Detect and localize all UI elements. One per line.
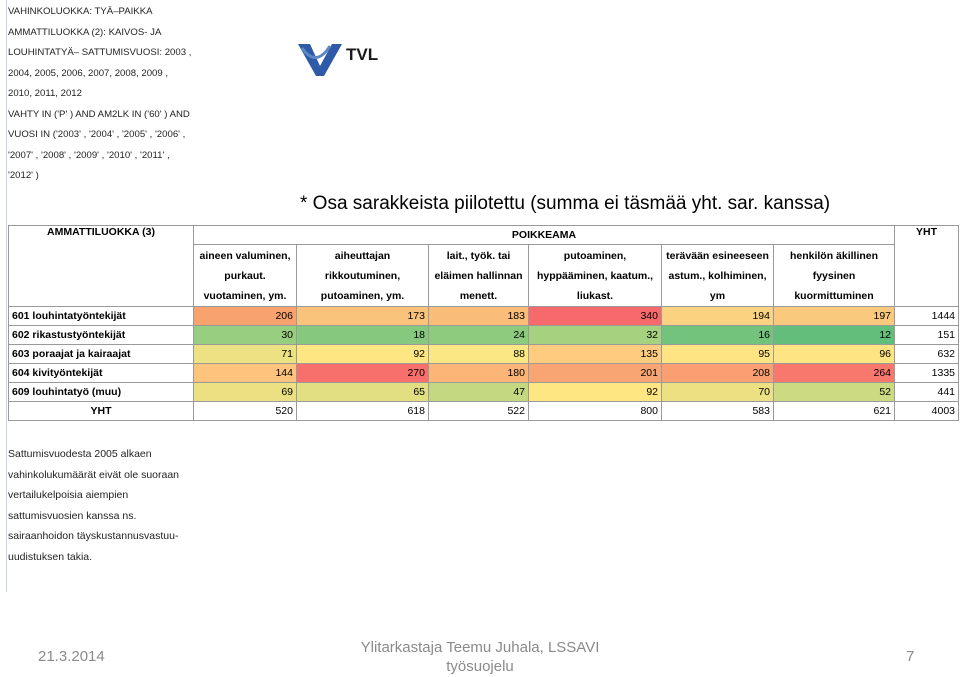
tvl-logo-swoosh	[300, 45, 332, 59]
caption-line: vertailukelpoisia aiempien	[8, 489, 129, 501]
row-label: YHT	[8, 401, 194, 421]
comparability-caption: Sattumisvuodesta 2005 alkaen vahinkoluku…	[8, 444, 198, 567]
table-cell: 180	[428, 363, 529, 383]
table-cell: 264	[772, 363, 896, 383]
column-header: putoaminen, hyppääminen, kaatum., liukas…	[528, 244, 662, 307]
row-label: 601 louhintatyöntekijät	[8, 306, 194, 326]
table-cell: 70	[661, 382, 774, 402]
table-cell: 583	[661, 401, 774, 421]
caption-line: Sattumisvuodesta 2005 alkaen	[8, 448, 152, 460]
footer-author-line: työsuojelu	[446, 658, 514, 675]
caption-line: vahinkolukumäärät eivät ole suoraan	[8, 468, 180, 481]
sheet-edge-rule	[6, 0, 7, 592]
table-cell: 522	[428, 401, 529, 421]
row-label: 603 poraajat ja kairaajat	[8, 344, 194, 364]
caption-line: uudistuksen takia.	[8, 550, 93, 563]
table-cell: 69	[193, 382, 297, 402]
column-header: henkilön äkillinen fyysinen kuormittumin…	[772, 244, 896, 307]
table-row: 604 kivityöntekijät 144 270 180 201 208 264 133…	[8, 363, 960, 383]
filter-line: '2012' )	[8, 170, 39, 181]
table-cell: 32	[528, 325, 662, 345]
row-total-cell: 151	[894, 325, 960, 345]
footer-page-number: 7	[906, 648, 915, 665]
table-cell: 92	[296, 344, 429, 364]
table-body: 601 louhintatyöntekijät 206 173 183 340 194 19…	[8, 306, 960, 421]
table-cell: 18	[296, 325, 429, 345]
table-cell: 96	[772, 344, 896, 364]
table-cell: 520	[193, 401, 297, 421]
table-cell: 135	[528, 344, 662, 364]
row-label: 602 rikastustyöntekijät	[8, 325, 194, 345]
table-total-row: YHT 520 618 522 800 583 621 4003	[8, 401, 960, 421]
filter-line: AMMATTILUOKKA (2): KAIVOS- JA	[8, 26, 162, 38]
hidden-columns-note: * Osa sarakkeista piilote­ttu (summa ei …	[300, 193, 831, 214]
table-cell: 52	[772, 382, 896, 402]
table-cell: 173	[296, 306, 429, 326]
table-cell: 16	[661, 325, 774, 345]
row-total-cell: 4003	[894, 401, 960, 421]
filter-line: '2007' , '2008' , '2009' , '2010' , '201…	[8, 149, 170, 161]
row-total-cell: 441	[894, 382, 960, 402]
table-cell: 201	[528, 363, 662, 383]
table-row: 601 louhintatyöntekijät 206 173 183 340 194 19…	[8, 306, 960, 326]
table-cell: 208	[661, 363, 774, 383]
table-row: 609 louhintatyö (muu) 69 65 47 92 70 52 441	[8, 382, 960, 402]
footer-date: 21.3.2014	[38, 648, 105, 665]
filter-line: VAHINKOLUOKKA: TYÄ–PAIKKA	[8, 6, 153, 17]
total-header: YHT	[894, 225, 960, 307]
column-header: lait., työk. tai eläimen hallinnan menet…	[428, 244, 529, 307]
row-label: 609 louhintatyö (muu)	[8, 382, 194, 402]
row-label: 604 kivityöntekijät	[8, 363, 194, 383]
filter-line: VAHTY IN ('P' ) AND AM2LK IN ('60' ) AND	[8, 108, 190, 120]
table-row: 603 poraajat ja kairaajat 71 92 88 135 95 96 63…	[8, 344, 960, 364]
row-total-cell: 1444	[894, 306, 960, 326]
caption-line: sairaanhoidon täyskustannusvastuu-	[8, 530, 179, 542]
filter-line: VUOSI IN ('2003' , '2004' , '2005' , '20…	[8, 129, 186, 140]
table-cell: 340	[528, 306, 662, 326]
table-cell: 24	[428, 325, 529, 345]
table-cell: 621	[772, 401, 896, 421]
tvl-logo-text: TVL	[346, 45, 378, 64]
filter-line: 2010, 2011, 2012	[8, 88, 82, 99]
table-cell: 95	[661, 344, 774, 364]
column-header: aiheuttajan rikkoutuminen, putoaminen, y…	[296, 244, 429, 307]
table-cell: 194	[661, 306, 774, 326]
table-cell: 88	[428, 344, 529, 364]
caption-line: sattumisvuosien kanssa ns.	[8, 509, 137, 522]
table-cell: 618	[296, 401, 429, 421]
tvl-logo-mark	[298, 44, 342, 76]
table-cell: 12	[772, 325, 896, 345]
tvl-logo: TVL	[298, 44, 378, 76]
row-header: AMMATTILUOKKA (3)	[8, 225, 194, 307]
table-cell: 144	[193, 363, 297, 383]
column-header: aineen valuminen, purkaut. vuotaminen, y…	[193, 244, 297, 307]
table-cell: 197	[772, 306, 896, 326]
column-header: terävään esineeseen astum., kolhiminen, …	[661, 244, 774, 307]
filter-line: LOUHINTATYÄ– SATTUMISVUOSI: 2003 ,	[8, 47, 192, 58]
incident-table: AMMATTILUOKKA (3) POIKKEAMA YHT aineen v…	[8, 225, 960, 421]
table-cell: 270	[296, 363, 429, 383]
footer-author-line: Ylitarkastaja Teemu Juhala, LSSAVI	[360, 639, 600, 656]
footer-author: Ylitarkastaja Teemu Juhala, LSSAVI työsu…	[345, 638, 615, 676]
table-cell: 92	[528, 382, 662, 402]
group-header: POIKKEAMA	[192, 225, 896, 245]
table-cell: 65	[296, 382, 429, 402]
row-total-cell: 1335	[894, 363, 960, 383]
query-filter-text: VAHINKOLUOKKA: TYÄ–PAIKKA AMMATTILUOKKA …	[8, 2, 198, 187]
table-cell: 30	[193, 325, 297, 345]
table-cell: 47	[428, 382, 529, 402]
table-row: 602 rikastustyöntekijät 30 18 24 32 16 12 151	[8, 325, 960, 345]
row-total-cell: 632	[894, 344, 960, 364]
table-cell: 71	[193, 344, 297, 364]
table-cell: 183	[428, 306, 529, 326]
filter-line: 2004, 2005, 2006, 2007, 2008, 2009 ,	[8, 67, 169, 79]
table-cell: 206	[193, 306, 297, 326]
table-cell: 800	[528, 401, 662, 421]
